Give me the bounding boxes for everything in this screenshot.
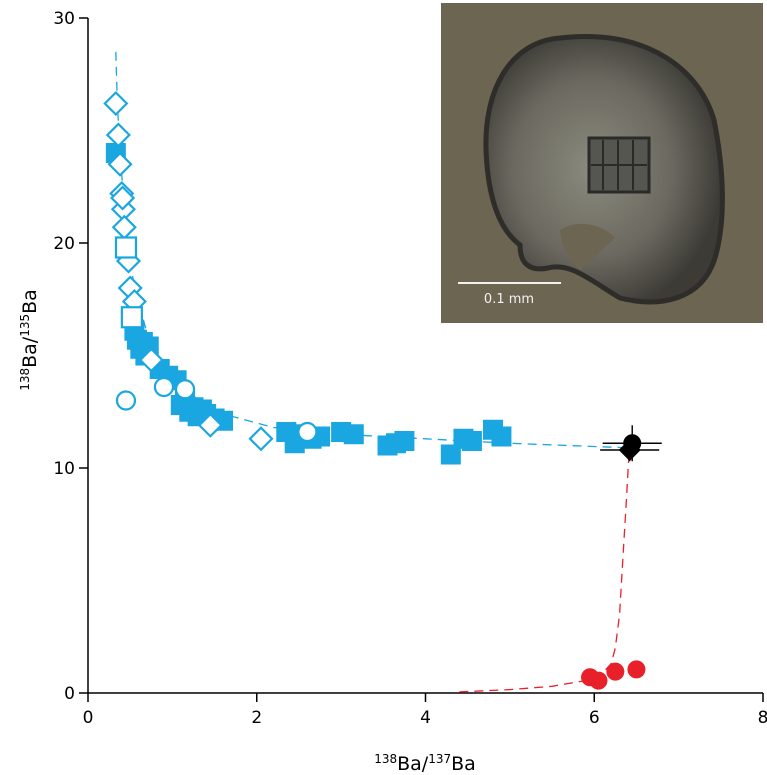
data-point-square <box>461 431 482 451</box>
data-point-square <box>394 431 415 451</box>
y-tick-label: 10 <box>53 459 75 479</box>
data-point-square <box>114 236 138 259</box>
x-axis-title: 138Ba/137Ba <box>374 752 476 775</box>
x-tick-label: 6 <box>589 708 600 728</box>
otolith-notch <box>560 223 615 270</box>
y-tick-label: 0 <box>64 684 75 704</box>
data-point-diamond <box>110 185 136 211</box>
x-tick-label: 2 <box>251 708 262 728</box>
data-point-diamond <box>103 90 129 117</box>
y-tick-label: 20 <box>53 234 75 254</box>
data-point-square <box>343 424 364 445</box>
data-point-circle <box>589 671 608 690</box>
data-point-diamond <box>107 151 133 177</box>
y-tick-label: 30 <box>53 9 75 29</box>
x-title-mid: Ba/ <box>397 753 429 775</box>
data-points <box>103 90 646 690</box>
data-point-circle <box>627 660 646 679</box>
data-point-circle <box>297 421 318 443</box>
x-tick-label: 8 <box>758 708 767 728</box>
data-point-diamond <box>111 214 137 240</box>
data-point-circle <box>606 662 625 681</box>
axis-ticks: 0 2 4 6 8 0 10 20 30 <box>53 9 767 728</box>
y-title-sup1: 138 <box>18 368 32 391</box>
x-tick-label: 0 <box>83 708 94 728</box>
y-axis-title: 138Ba/135Ba <box>18 289 41 391</box>
data-point-circle <box>174 379 196 400</box>
data-point-diamond <box>197 412 223 438</box>
data-point-circle <box>623 434 642 453</box>
y-title-sup2: 135 <box>18 314 32 337</box>
data-point-circle <box>115 390 137 411</box>
x-tick-label: 4 <box>420 708 431 728</box>
otolith-inset: 0.1 mm <box>441 3 763 323</box>
data-point-square <box>440 444 461 465</box>
y-title-end: Ba <box>19 289 41 314</box>
data-point-diamond <box>105 122 131 148</box>
data-point-square <box>120 306 143 329</box>
x-title-sup2: 137 <box>428 752 451 766</box>
red-mixing-curve <box>459 456 630 693</box>
x-title-end: Ba <box>451 753 476 775</box>
scale-bar-label: 0.1 mm <box>484 292 534 307</box>
x-title-sup1: 138 <box>374 752 397 766</box>
data-point-diamond <box>248 426 274 452</box>
data-point-diamond <box>138 347 164 373</box>
data-point-circle <box>153 376 175 398</box>
data-point-square <box>491 426 512 447</box>
y-title-mid: Ba/ <box>19 336 41 368</box>
